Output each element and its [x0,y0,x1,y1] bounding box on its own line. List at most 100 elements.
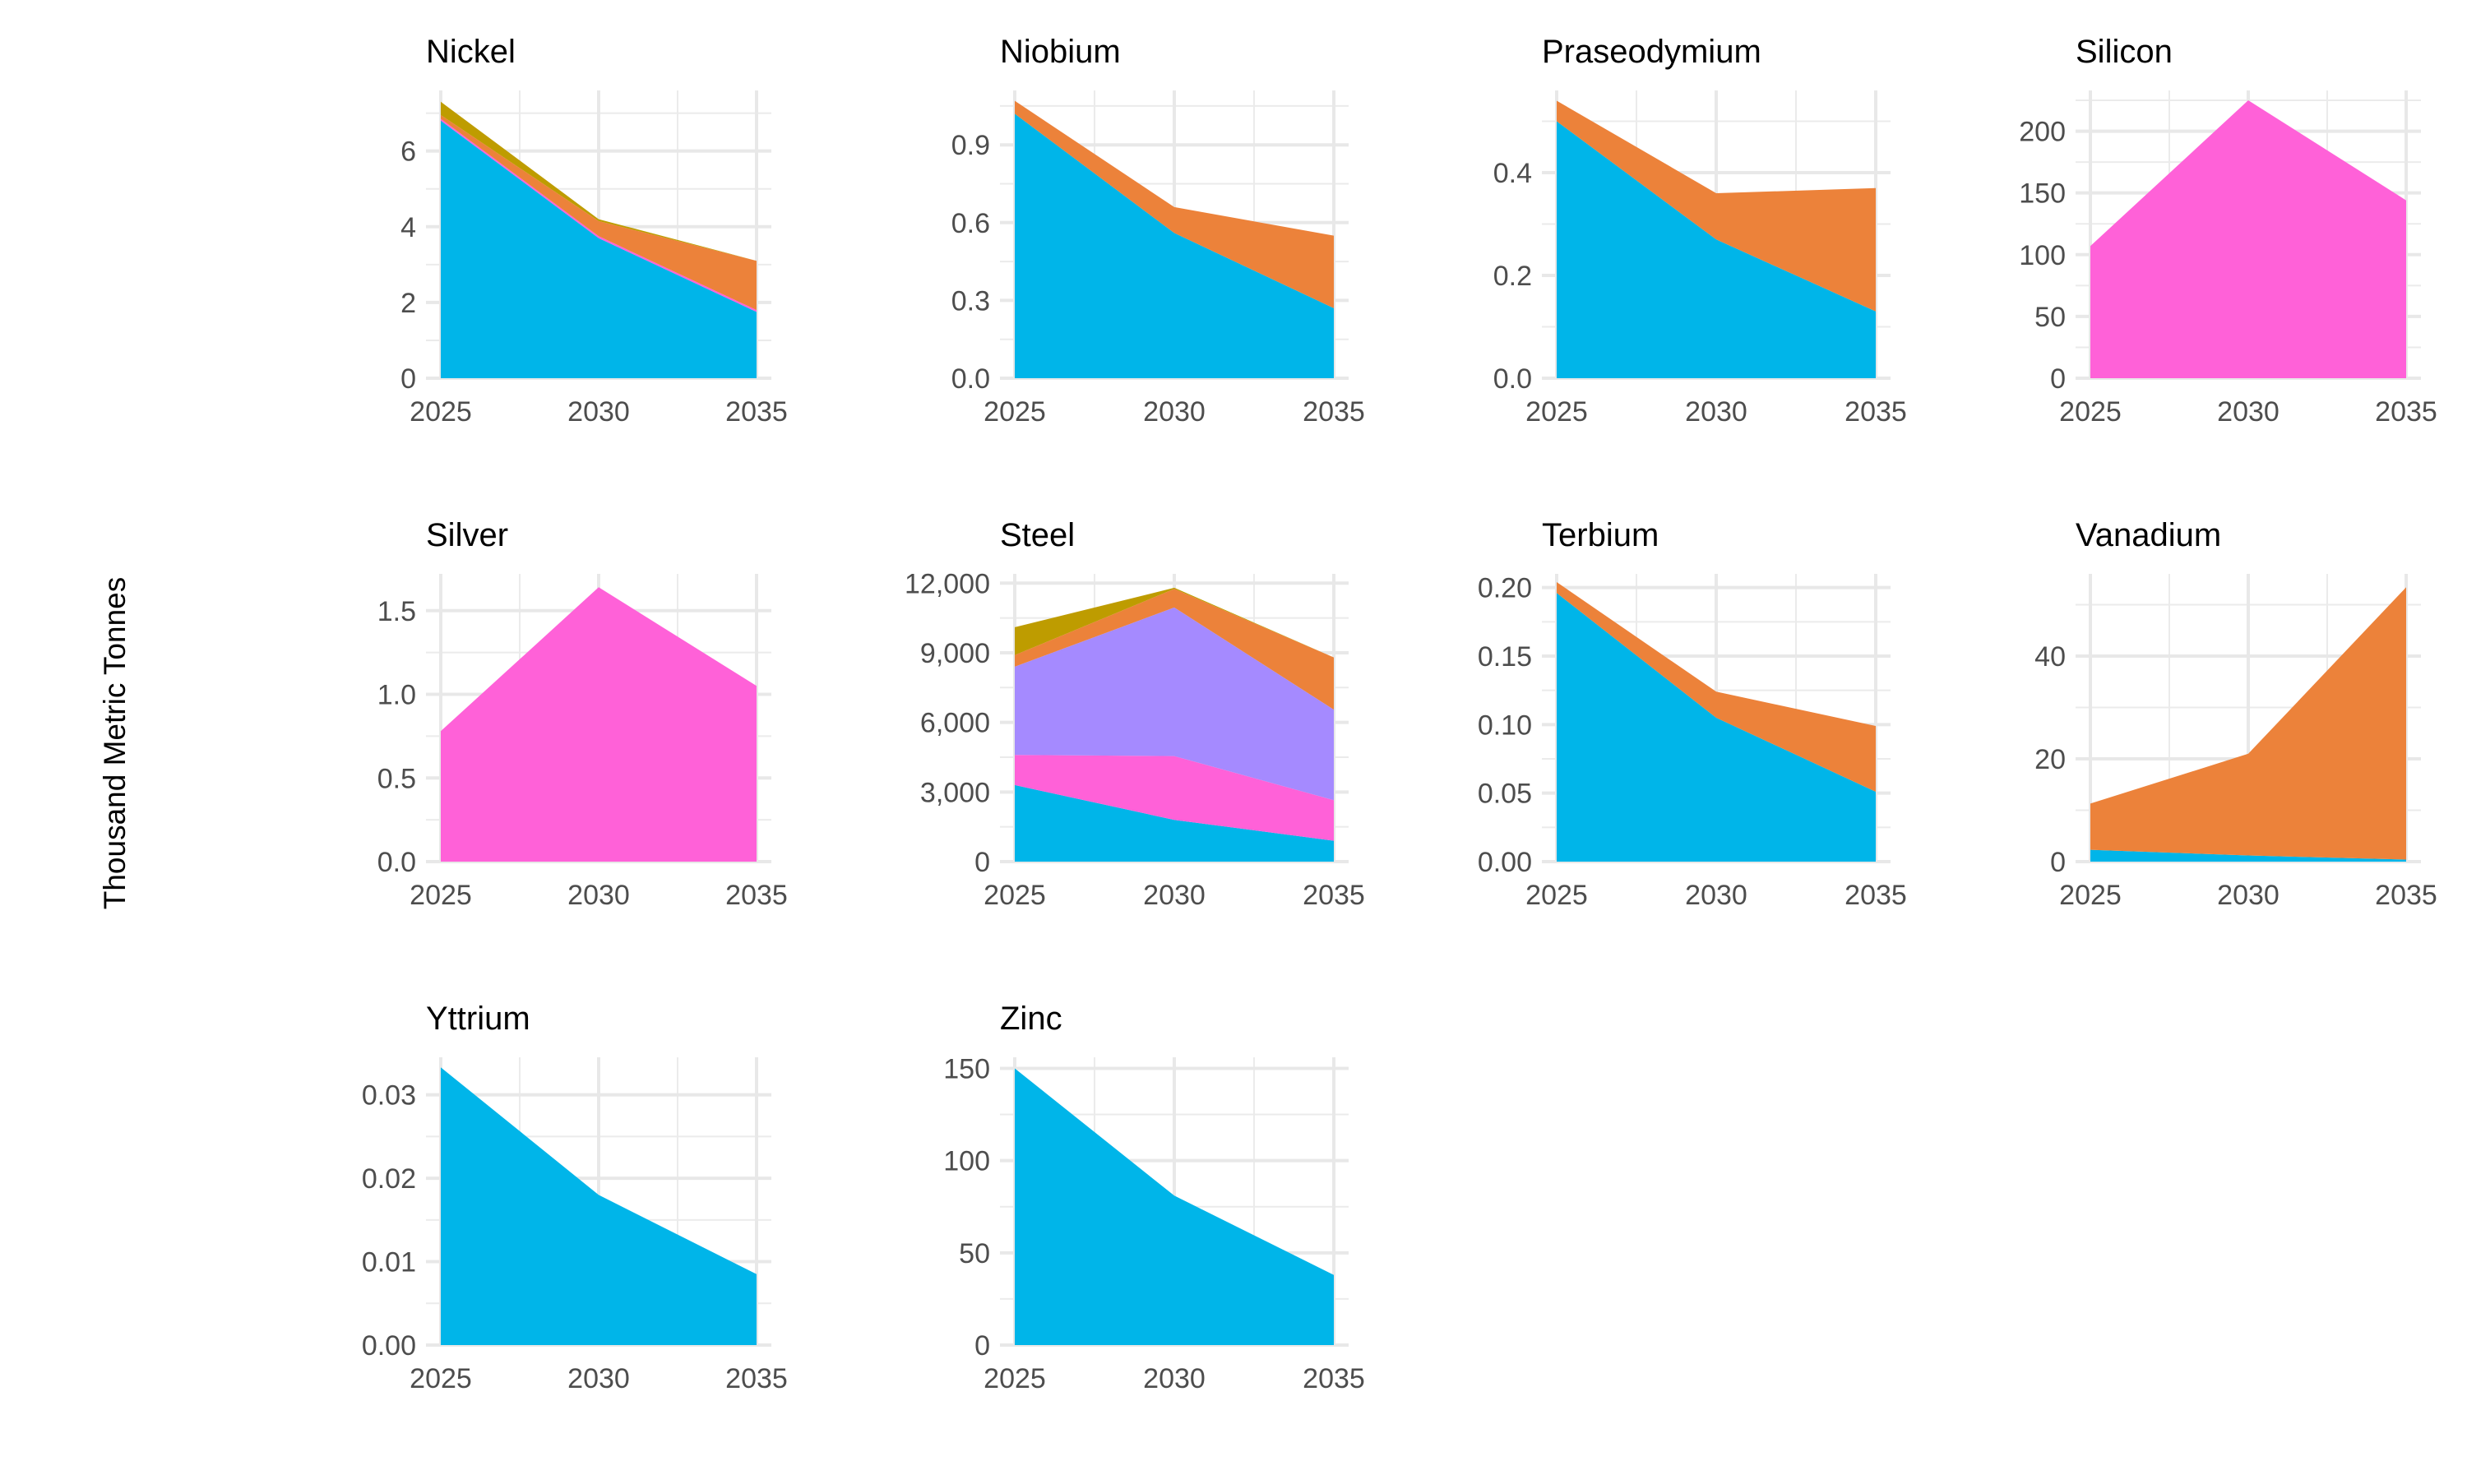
facet-panel-silver: Silver 0.0 0.5 1.0 1.5 2025 2030 2035 [377,517,788,911]
y-tick-label: 9,000 [920,638,990,669]
x-tick-label: 2035 [725,880,788,911]
x-tick-label: 2035 [1303,880,1365,911]
area-series-terbium-1 [1557,582,1876,792]
x-tick-label: 2035 [2375,880,2437,911]
y-tick-label: 1.0 [377,680,416,711]
x-tick-label: 2030 [1685,880,1747,911]
x-tick-label: 2035 [1844,880,1907,911]
x-tick-label: 2035 [1844,396,1907,428]
area-series-nickel-0 [441,120,757,379]
area-series-steel-4 [1015,587,1334,658]
y-tick-label: 0.5 [377,763,416,794]
area-series-zinc-0 [1015,1068,1334,1345]
x-tick-label: 2030 [567,1363,630,1394]
area-series-vanadium-0 [2090,849,2406,862]
x-tick-label: 2025 [1525,396,1588,428]
x-tick-label: 2025 [1525,880,1588,911]
x-tick-label: 2035 [725,396,788,428]
y-tick-label: 0.02 [362,1163,416,1195]
y-tick-label: 0.20 [1478,573,1532,604]
area-series-praseodymium-1 [1557,100,1876,312]
x-tick-label: 2030 [1143,396,1206,428]
facet-title: Vanadium [2076,517,2221,553]
y-tick-label: 0.6 [951,208,990,239]
x-tick-label: 2030 [2217,396,2280,428]
x-tick-label: 2025 [984,1363,1046,1394]
area-series-niobium-0 [1015,113,1334,378]
y-tick-label: 4 [400,212,416,243]
area-series-vanadium-1 [2090,587,2406,860]
area-series-nickel-2 [441,114,757,311]
y-tick-label: 0 [400,363,416,395]
y-tick-label: 0.05 [1478,779,1532,810]
y-tick-label: 0.4 [1493,158,1532,189]
area-series-yttrium-0 [441,1067,757,1345]
area-series-steel-2 [1015,607,1334,801]
y-tick-label: 0.10 [1478,710,1532,741]
y-tick-label: 150 [2019,178,2066,210]
x-tick-label: 2035 [1303,396,1365,428]
y-tick-label: 100 [2019,240,2066,271]
area-series-praseodymium-0 [1557,121,1876,378]
facet-title: Nickel [426,34,516,70]
y-axis-label: Thousand Metric Tonnes [98,577,132,910]
x-tick-label: 2025 [984,880,1046,911]
y-tick-label: 20 [2034,744,2066,775]
y-tick-label: 0.00 [362,1330,416,1361]
x-tick-label: 2030 [567,880,630,911]
y-tick-label: 0 [974,1330,990,1361]
y-tick-label: 0.15 [1478,641,1532,673]
y-tick-label: 2 [400,288,416,319]
facet-title: Yttrium [426,1001,530,1037]
x-tick-label: 2025 [410,396,472,428]
facet-title: Praseodymium [1542,34,1761,70]
x-tick-label: 2025 [2059,880,2122,911]
facet-panel-praseodymium: Praseodymium 0.0 0.2 0.4 2025 2030 2035 [1493,34,1907,428]
y-tick-label: 0 [2050,847,2066,878]
facet-panel-nickel: Nickel 0 2 4 6 2025 2030 2035 [400,34,788,428]
y-tick-label: 0.2 [1493,261,1532,292]
y-tick-label: 0.00 [1478,847,1532,878]
y-tick-label: 150 [943,1053,990,1084]
facet-panel-vanadium: Vanadium 0 20 40 2025 2030 2035 [2034,517,2437,911]
x-tick-label: 2035 [1303,1363,1365,1394]
y-tick-label: 0.0 [1493,363,1532,395]
area-series-silver-0 [441,587,757,862]
y-tick-label: 0 [2050,363,2066,395]
facet-title: Terbium [1542,517,1659,553]
facet-title: Zinc [1000,1001,1062,1037]
area-series-niobium-1 [1015,100,1334,308]
facet-panel-yttrium: Yttrium 0.00 0.01 0.02 0.03 2025 2030 2035 [362,1001,788,1394]
y-tick-label: 6,000 [920,708,990,739]
x-tick-label: 2025 [984,396,1046,428]
x-tick-label: 2030 [1143,1363,1206,1394]
y-tick-label: 0.0 [377,847,416,878]
y-tick-label: 0.3 [951,285,990,317]
facet-panel-zinc: Zinc 0 50 100 150 2025 2030 2035 [943,1001,1365,1394]
x-tick-label: 2030 [1685,396,1747,428]
y-tick-label: 40 [2034,641,2066,673]
x-tick-label: 2035 [2375,396,2437,428]
facet-panel-silicon: Silicon 0 50 100 150 200 2025 2030 2035 [2019,34,2437,428]
facet-title: Niobium [1000,34,1121,70]
area-series-steel-1 [1015,755,1334,841]
y-tick-label: 200 [2019,117,2066,148]
y-tick-label: 6 [400,136,416,168]
y-tick-label: 100 [943,1146,990,1177]
facet-panel-niobium: Niobium 0.0 0.3 0.6 0.9 2025 2030 2035 [951,34,1365,428]
x-tick-label: 2025 [410,1363,472,1394]
x-tick-label: 2030 [1143,880,1206,911]
y-tick-label: 3,000 [920,777,990,808]
y-tick-label: 0.9 [951,130,990,161]
facet-title: Silicon [2076,34,2173,70]
facet-title: Silver [426,517,508,553]
y-tick-label: 0.01 [362,1247,416,1278]
y-tick-label: 0.0 [951,363,990,395]
area-series-silicon-0 [2090,100,2406,378]
x-tick-label: 2025 [2059,396,2122,428]
x-tick-label: 2035 [725,1363,788,1394]
y-tick-label: 0.03 [362,1080,416,1112]
y-tick-label: 50 [959,1238,990,1269]
